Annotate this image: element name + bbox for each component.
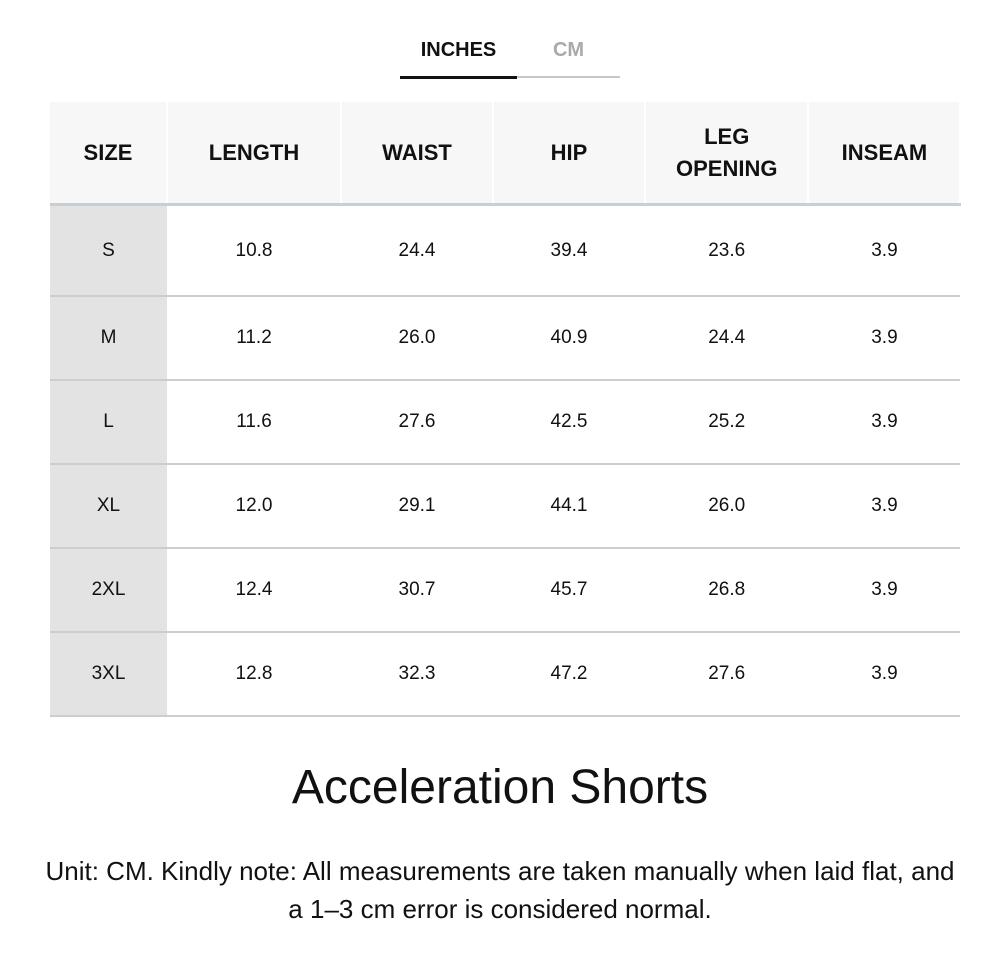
measurement-cell: 24.4 xyxy=(645,296,809,381)
product-title: Acceleration Shorts xyxy=(291,761,709,814)
size-cell: M xyxy=(50,296,167,381)
measurement-cell: 27.6 xyxy=(341,380,493,465)
measurement-cell: 45.7 xyxy=(493,548,645,633)
table-row: XL 12.0 29.1 44.1 26.0 3.9 xyxy=(50,464,961,549)
measurement-cell: 25.2 xyxy=(645,380,809,465)
column-header: SIZE xyxy=(50,102,168,206)
measurement-cell: 26.0 xyxy=(645,464,809,549)
measurement-cell: 3.9 xyxy=(808,548,961,633)
measurement-cell: 12.0 xyxy=(167,464,341,549)
measurement-cell: 24.4 xyxy=(341,204,493,297)
measurement-cell: 42.5 xyxy=(493,380,645,465)
measurement-cell: 27.6 xyxy=(645,632,809,717)
measurement-cell: 12.4 xyxy=(167,548,341,633)
table-row: M 11.2 26.0 40.9 24.4 3.9 xyxy=(50,296,961,381)
table-row: S 10.8 24.4 39.4 23.6 3.9 xyxy=(50,204,961,297)
measurement-cell: 40.9 xyxy=(493,296,645,381)
table-row: L 11.6 27.6 42.5 25.2 3.9 xyxy=(50,380,961,465)
size-cell: 3XL xyxy=(50,632,167,717)
measurement-cell: 29.1 xyxy=(341,464,493,549)
measurement-cell: 3.9 xyxy=(808,464,961,549)
size-cell: L xyxy=(50,380,167,465)
measurement-note: Unit: CM. Kindly note: All measurements … xyxy=(45,856,955,924)
measurement-cell: 30.7 xyxy=(341,548,493,633)
measurement-cell: 23.6 xyxy=(645,204,809,297)
measurement-cell: 26.8 xyxy=(645,548,809,633)
measurement-cell: 12.8 xyxy=(167,632,341,717)
measurement-cell: 26.0 xyxy=(341,296,493,381)
measurement-cell: 3.9 xyxy=(808,632,961,717)
size-cell: S xyxy=(50,204,167,297)
tab-inches[interactable]: INCHES xyxy=(400,30,517,79)
column-header: INSEAM xyxy=(808,102,962,206)
measurement-cell: 11.6 xyxy=(167,380,341,465)
unit-tabs: INCHES CM xyxy=(400,30,620,79)
column-header: LENGTH xyxy=(167,102,342,206)
measurement-cell: 39.4 xyxy=(493,204,645,297)
column-header: WAIST xyxy=(341,102,494,206)
measurement-cell: 3.9 xyxy=(808,296,961,381)
tab-cm[interactable]: CM xyxy=(552,39,585,61)
size-cell: 2XL xyxy=(50,548,167,633)
table-row: 2XL 12.4 30.7 45.7 26.8 3.9 xyxy=(50,548,961,633)
header-row: SIZE LENGTH WAIST HIP LEG OPENING INSEAM xyxy=(50,102,962,206)
measurement-cell: 47.2 xyxy=(493,632,645,717)
column-header: LEG OPENING xyxy=(645,102,810,206)
measurement-cell: 3.9 xyxy=(808,204,961,297)
measurement-cell: 44.1 xyxy=(493,464,645,549)
measurement-cell: 10.8 xyxy=(167,204,341,297)
column-header: HIP xyxy=(493,102,646,206)
measurement-cell: 32.3 xyxy=(341,632,493,717)
size-chart-table: SIZE LENGTH WAIST HIP LEG OPENING INSEAM S 10.… xyxy=(50,102,962,717)
size-cell: XL xyxy=(50,464,167,549)
table-row: 3XL 12.8 32.3 47.2 27.6 3.9 xyxy=(50,632,961,717)
measurement-cell: 11.2 xyxy=(167,296,341,381)
measurement-cell: 3.9 xyxy=(808,380,961,465)
